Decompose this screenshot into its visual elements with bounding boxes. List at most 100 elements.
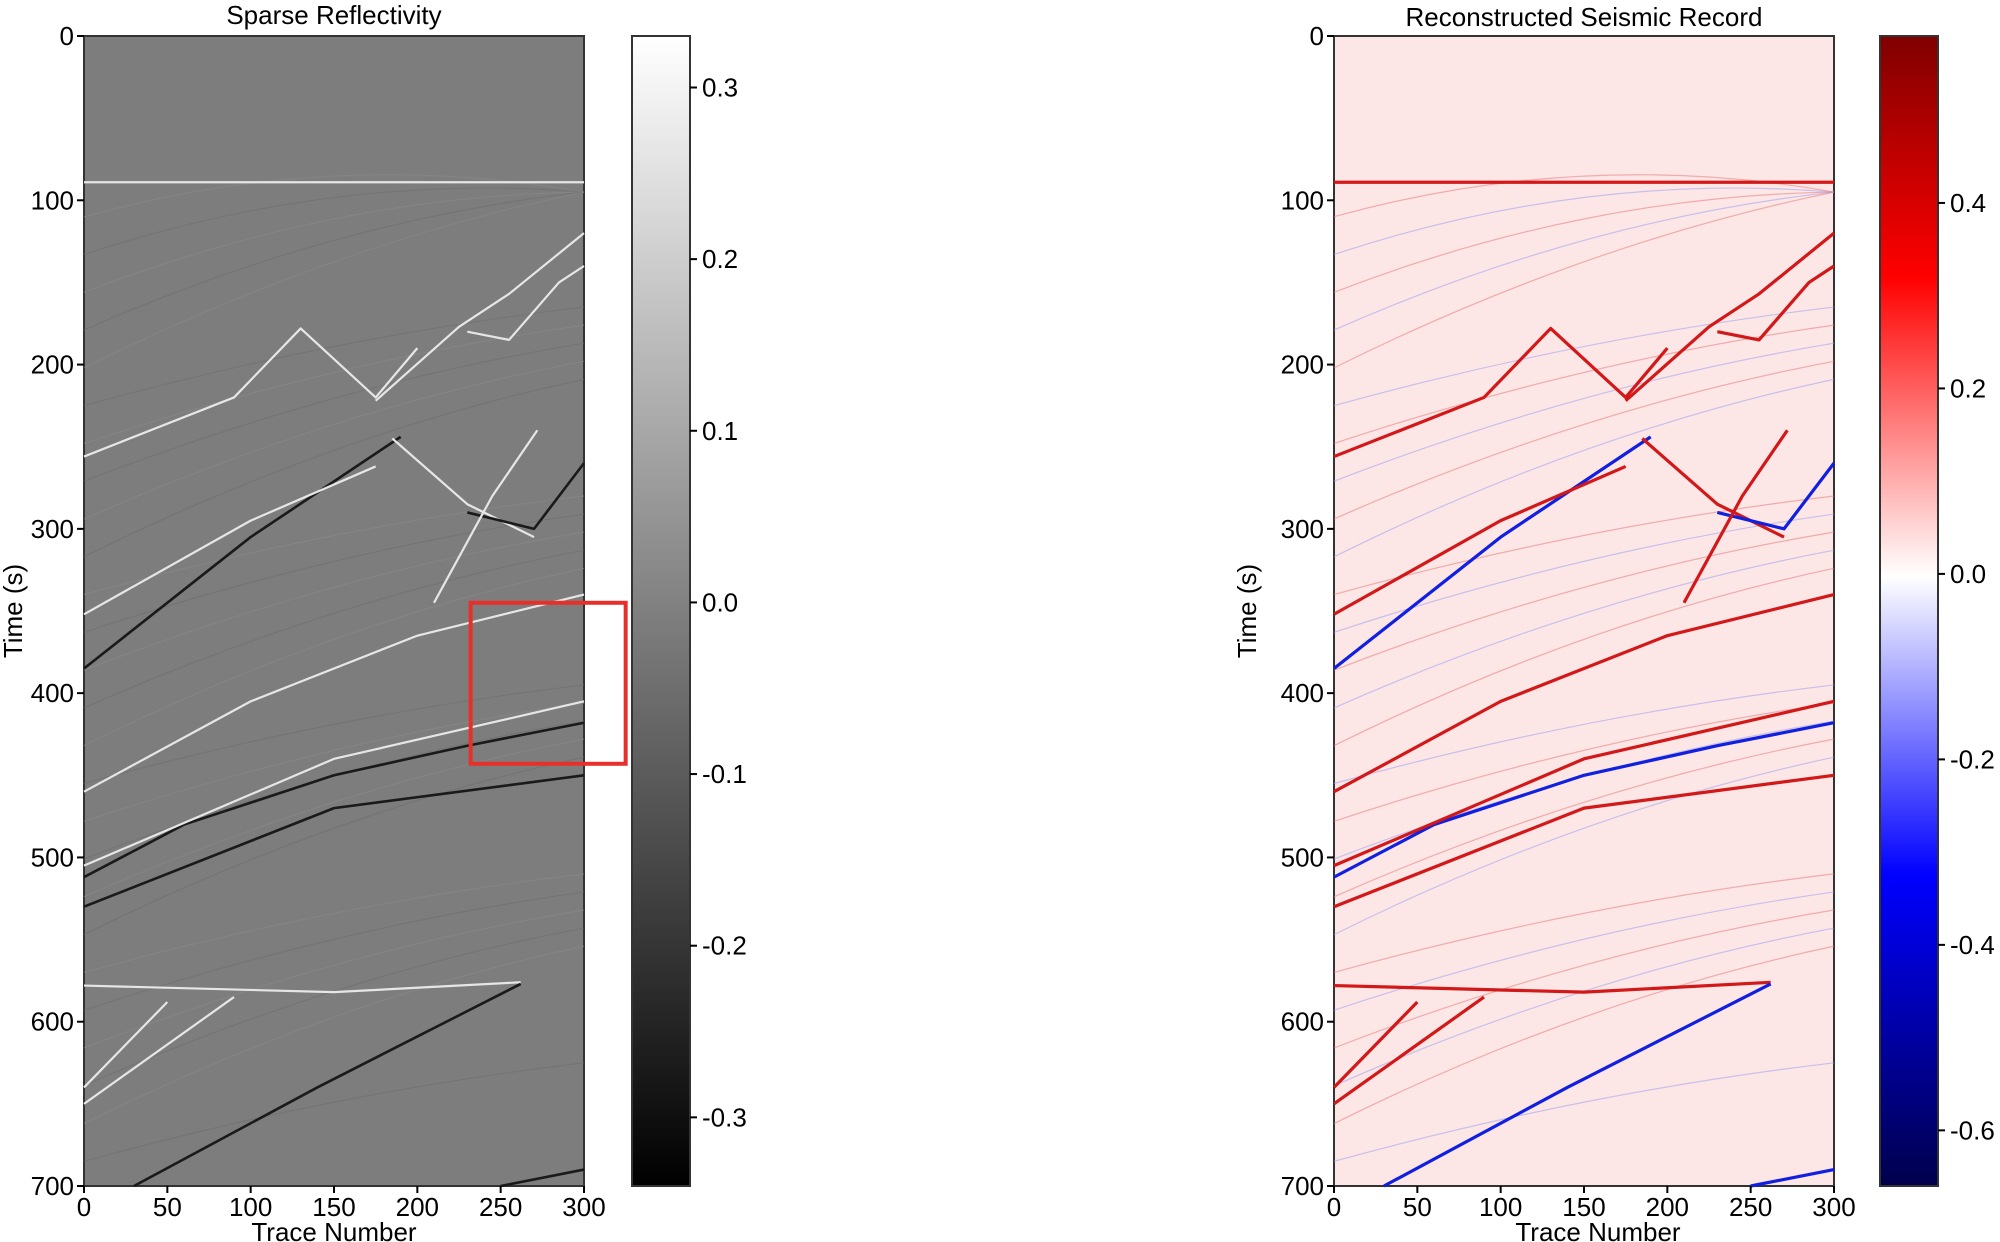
y-tick-label: 400 bbox=[31, 678, 74, 708]
reflector-event bbox=[467, 462, 586, 531]
x-tick-label: 250 bbox=[1729, 1192, 1772, 1222]
texture-line bbox=[83, 531, 585, 671]
reconstructed-seismic-panel: Reconstructed Seismic Record 0 50 100 150 20… bbox=[1232, 2, 1995, 1242]
reflector-event bbox=[374, 232, 585, 402]
x-tick-label: 300 bbox=[1812, 1192, 1855, 1222]
texture-line bbox=[1333, 702, 1835, 822]
texture-line bbox=[83, 909, 585, 1049]
x-tick-label: 150 bbox=[1562, 1192, 1605, 1222]
texture-line bbox=[83, 567, 585, 747]
y-tick-label: 100 bbox=[1281, 185, 1324, 215]
reflector-event bbox=[1717, 264, 1835, 342]
texture-line bbox=[83, 702, 585, 822]
y-tick-label: 600 bbox=[31, 1007, 74, 1037]
texture-line bbox=[1333, 191, 1835, 369]
colorbar-tick-label: -0.1 bbox=[702, 759, 747, 789]
colorbar-tick-label: 0.3 bbox=[702, 72, 738, 102]
reflector-event bbox=[433, 429, 539, 604]
texture-line bbox=[1333, 360, 1835, 520]
texture-line bbox=[83, 945, 585, 1125]
y-tick-label: 500 bbox=[31, 842, 74, 872]
reflector-event bbox=[1333, 980, 1771, 994]
x-axis-label: Trace Number bbox=[251, 1217, 417, 1242]
reflector-event bbox=[83, 593, 585, 793]
texture-line bbox=[1333, 306, 1835, 407]
highlight-box bbox=[468, 600, 628, 766]
texture-line bbox=[83, 1062, 585, 1162]
x-tick-label: 150 bbox=[312, 1192, 355, 1222]
texture-line bbox=[1333, 549, 1835, 709]
texture-line bbox=[83, 191, 585, 331]
reflector-event bbox=[83, 700, 585, 867]
reflector-event bbox=[83, 981, 521, 994]
reflector-event bbox=[1624, 231, 1836, 402]
reflector-event bbox=[1383, 982, 1772, 1188]
texture-line bbox=[1333, 191, 1835, 293]
texture-line bbox=[1333, 531, 1835, 671]
colorbar-tick-label: 0.0 bbox=[702, 587, 738, 617]
reflector-event bbox=[133, 982, 522, 1188]
y-tick-label: 600 bbox=[1281, 1007, 1324, 1037]
texture-line bbox=[1333, 324, 1835, 444]
x-tick-label: 250 bbox=[479, 1192, 522, 1222]
colorbar-tick-label: 0.2 bbox=[1950, 373, 1986, 403]
texture-line bbox=[1333, 567, 1835, 747]
texture-line bbox=[83, 684, 585, 785]
colorbar-tick-label: -0.2 bbox=[1950, 744, 1995, 774]
y-axis-label: Time (s) bbox=[1232, 564, 1262, 658]
reflector-event bbox=[1716, 462, 1836, 531]
reflector-event bbox=[83, 996, 235, 1105]
x-tick-label: 50 bbox=[1403, 1192, 1432, 1222]
reflector-event bbox=[1333, 464, 1627, 616]
x-tick-label: 100 bbox=[1479, 1192, 1522, 1222]
reflector-event bbox=[83, 435, 402, 670]
y-axis-label: Time (s) bbox=[0, 564, 28, 658]
x-tick-label: 50 bbox=[153, 1192, 182, 1222]
texture-line bbox=[83, 873, 585, 974]
texture-line bbox=[1333, 909, 1835, 1049]
reflector-event bbox=[500, 1168, 585, 1188]
reflector-event bbox=[1333, 773, 1835, 909]
texture-line bbox=[83, 738, 585, 898]
x-tick-label: 0 bbox=[1327, 1192, 1341, 1222]
y-tick-label: 500 bbox=[1281, 842, 1324, 872]
texture-line bbox=[83, 187, 585, 256]
y-tick-label: 0 bbox=[1310, 21, 1324, 51]
x-tick-label: 0 bbox=[77, 1192, 91, 1222]
colorbar-tick-label: -0.2 bbox=[702, 931, 747, 961]
reflector-event bbox=[1682, 429, 1789, 604]
y-tick-label: 300 bbox=[31, 514, 74, 544]
reflector-event bbox=[83, 773, 585, 908]
reflector-event bbox=[83, 327, 419, 458]
chart-title: Sparse Reflectivity bbox=[226, 0, 441, 30]
texture-line bbox=[83, 360, 585, 520]
colorbar bbox=[631, 35, 691, 1187]
texture-line bbox=[83, 378, 585, 558]
colorbar-tick-label: 0.4 bbox=[1950, 188, 1986, 218]
chart-title: Reconstructed Seismic Record bbox=[1406, 2, 1763, 32]
texture-line bbox=[1333, 945, 1835, 1125]
x-tick-label: 200 bbox=[396, 1192, 439, 1222]
texture-line bbox=[83, 549, 585, 709]
reflector-event bbox=[1641, 437, 1785, 539]
reflector-event bbox=[1333, 593, 1835, 794]
y-tick-label: 700 bbox=[31, 1171, 74, 1201]
reflector-event bbox=[1333, 435, 1652, 670]
y-tick-label: 100 bbox=[31, 185, 74, 215]
reflector-event bbox=[1333, 721, 1835, 879]
texture-line bbox=[83, 342, 585, 482]
texture-line bbox=[1333, 342, 1835, 482]
texture-line bbox=[83, 306, 585, 407]
colorbar bbox=[1879, 35, 1939, 1187]
reflector-event bbox=[1333, 995, 1485, 1106]
y-tick-label: 400 bbox=[1281, 678, 1324, 708]
colorbar-tick-label: 0.1 bbox=[702, 416, 738, 446]
texture-line bbox=[83, 191, 585, 369]
reflector-event bbox=[1333, 326, 1669, 459]
texture-line bbox=[1333, 756, 1835, 936]
x-tick-label: 100 bbox=[229, 1192, 272, 1222]
texture-line bbox=[83, 191, 585, 293]
texture-line bbox=[1333, 1062, 1835, 1162]
sparse-reflectivity-panel: Sparse Reflectivity 0 50 100 150 200 250 300 0… bbox=[0, 0, 747, 1242]
